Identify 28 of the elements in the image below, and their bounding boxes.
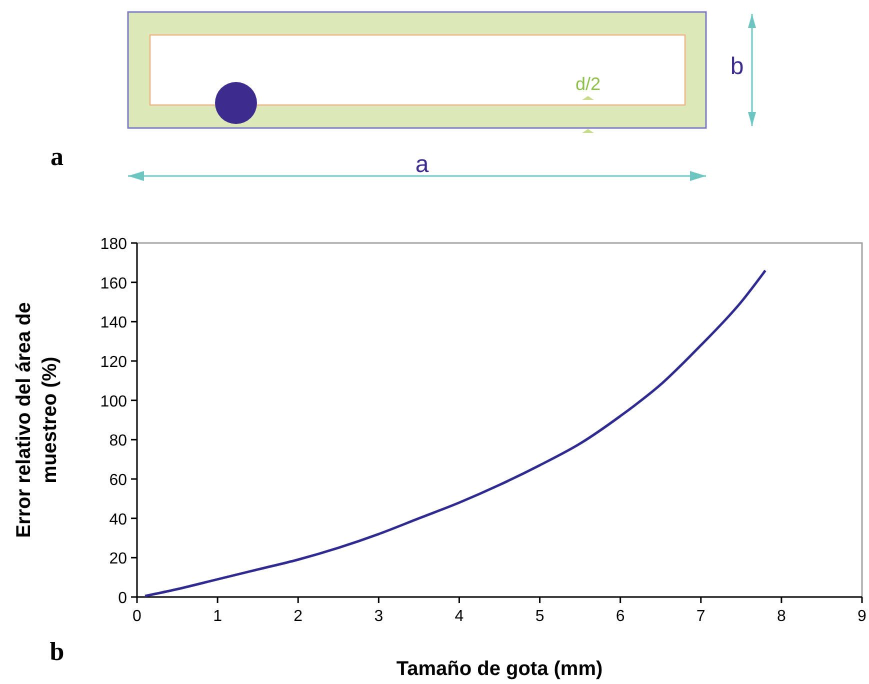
y-tick-label: 180	[100, 236, 128, 253]
x-tick-label: 0	[132, 608, 142, 625]
x-tick-label: 5	[535, 608, 544, 625]
x-axis-title: Tamaño de gota (mm)	[396, 658, 603, 680]
text: a	[50, 142, 64, 171]
x-tick-label: 9	[858, 608, 867, 625]
y-tick-label: 120	[100, 354, 128, 371]
y-tick-label: 160	[100, 275, 128, 292]
y-tick-label: 100	[100, 393, 128, 410]
x-tick-label: 3	[374, 608, 384, 625]
x-tick-label: 8	[776, 608, 786, 625]
x-tick-label: 2	[294, 608, 303, 625]
y-axis-title: Error relativo del área de muestreo (%)	[13, 302, 61, 538]
line-series	[144, 269, 767, 598]
y-tick-label: 40	[109, 511, 128, 528]
y-tick-label: 60	[109, 472, 128, 489]
text: b	[730, 53, 744, 80]
text: a	[415, 151, 430, 178]
y-tick-label: 140	[100, 314, 128, 332]
text: b	[50, 637, 64, 666]
x-tick-label: 4	[454, 608, 464, 625]
x-tick-label: 6	[616, 608, 625, 625]
x-tick-label: 1	[213, 608, 222, 625]
y-tick-label: 20	[109, 550, 128, 568]
y-tick-label: 80	[109, 432, 128, 450]
text: d/2	[575, 74, 601, 94]
x-tick-label: 7	[696, 608, 706, 625]
y-tick-label: 0	[118, 590, 128, 607]
